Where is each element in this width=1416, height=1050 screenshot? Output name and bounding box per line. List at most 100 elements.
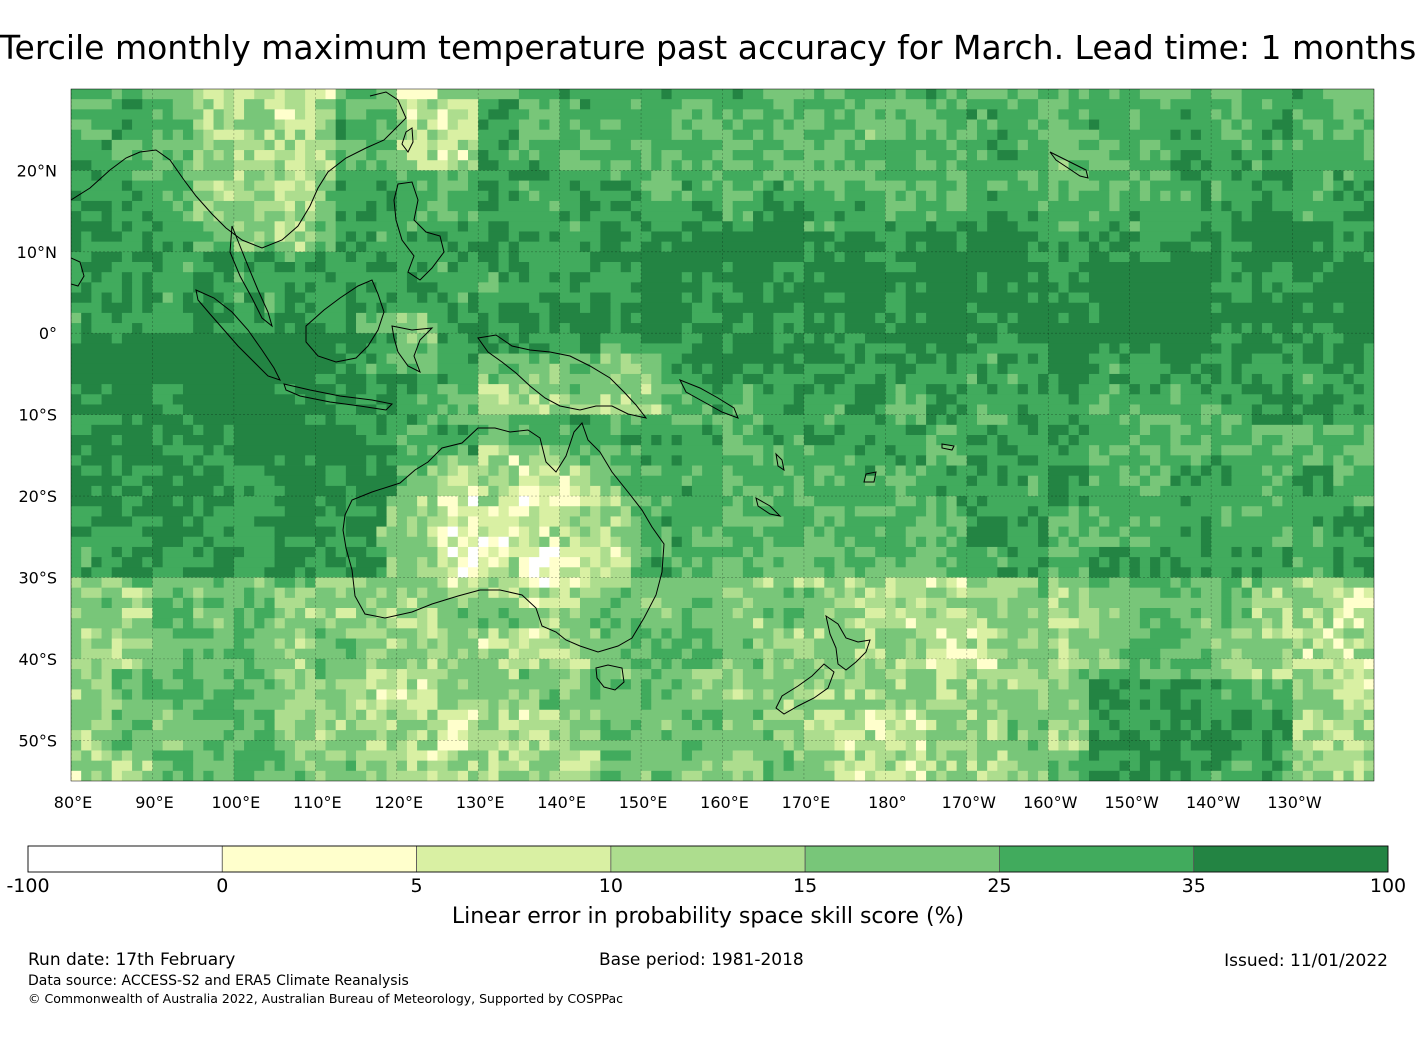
- skill-cell: [325, 190, 387, 202]
- skill-cell: [213, 129, 245, 141]
- skill-cell: [559, 618, 591, 629]
- skill-cell: [1109, 200, 1120, 212]
- skill-cell: [1017, 658, 1029, 670]
- skill-cell: [386, 200, 398, 212]
- skill-cell: [508, 435, 622, 446]
- skill-cell: [1343, 363, 1355, 375]
- skill-cell: [905, 119, 917, 131]
- skill-cell: [437, 180, 469, 192]
- skill-cell: [712, 99, 774, 110]
- skill-cell: [783, 750, 795, 762]
- skill-cell: [386, 231, 408, 243]
- skill-cell: [1017, 638, 1039, 650]
- colorbar-title: Linear error in probability space skill …: [451, 904, 965, 929]
- skill-cell: [865, 139, 947, 151]
- skill-cell: [976, 770, 988, 781]
- skill-cell: [1353, 231, 1365, 243]
- skill-cell: [1211, 526, 1283, 538]
- skill-cell: [579, 343, 601, 354]
- skill-cell: [824, 577, 846, 589]
- skill-cell: [956, 638, 968, 650]
- skill-cell: [549, 770, 591, 781]
- skill-cell: [356, 312, 367, 324]
- skill-cell: [1058, 221, 1080, 232]
- skill-cell: [885, 190, 896, 202]
- skill-cell: [305, 180, 316, 192]
- skill-cell: [773, 608, 784, 619]
- skill-cell: [488, 323, 520, 334]
- skill-cell: [182, 302, 214, 314]
- skill-cell: [824, 587, 835, 599]
- coastline-sumatra: [195, 289, 281, 381]
- skill-cell: [81, 770, 92, 781]
- skill-cell: [529, 536, 540, 548]
- skill-cell: [610, 485, 622, 497]
- skill-cell: [427, 200, 449, 212]
- skill-cell: [406, 363, 418, 375]
- skill-cell: [1333, 689, 1365, 700]
- skill-cell: [274, 221, 286, 232]
- skill-cell: [386, 638, 398, 650]
- skill-cell: [233, 160, 275, 171]
- skill-cell: [976, 282, 988, 293]
- skill-cell: [417, 526, 428, 538]
- skill-cell: [1211, 180, 1222, 192]
- skill-cell: [1017, 221, 1059, 232]
- skill-cell: [1312, 770, 1334, 781]
- skill-cell: [844, 109, 856, 120]
- skill-cell: [641, 638, 652, 650]
- skill-cell: [1180, 384, 1202, 395]
- skill-cell: [1353, 129, 1365, 141]
- skill-cell: [579, 221, 601, 232]
- skill-cell: [946, 129, 958, 141]
- skill-cell: [1017, 770, 1029, 781]
- skill-cell: [1068, 496, 1080, 507]
- skill-cell: [539, 445, 550, 456]
- skill-cell: [1017, 353, 1029, 365]
- skill-cell: [132, 282, 143, 293]
- skill-cell: [742, 373, 764, 385]
- skill-cell: [213, 190, 225, 202]
- skill-cell: [244, 99, 265, 110]
- skill-cell: [966, 180, 988, 192]
- skill-cell: [1048, 557, 1090, 568]
- skill-cell: [549, 536, 561, 548]
- skill-cell: [1190, 526, 1202, 538]
- skill-cell: [803, 150, 846, 161]
- skill-cell: [702, 719, 713, 731]
- skill-cell: [172, 150, 184, 161]
- skill-cell: [1129, 577, 1171, 589]
- skill-cell: [356, 648, 367, 660]
- skill-cell: [81, 587, 102, 599]
- skill-cell: [1139, 170, 1151, 181]
- skill-cell: [91, 272, 102, 283]
- skill-cell: [1078, 750, 1090, 762]
- skill-cell: [264, 669, 275, 680]
- skill-cell: [244, 221, 275, 232]
- skill-cell: [773, 384, 795, 395]
- skill-cell: [1088, 119, 1100, 131]
- skill-cell: [987, 699, 998, 711]
- skill-cell: [366, 384, 387, 395]
- skill-cell: [844, 180, 866, 192]
- skill-cell: [966, 496, 978, 507]
- skill-cell: [1119, 414, 1131, 426]
- skill-cell: [641, 526, 662, 538]
- skill-cell: [366, 536, 377, 548]
- skill-cell: [1078, 740, 1090, 751]
- skill-cell: [1200, 129, 1222, 141]
- skill-cell: [946, 587, 958, 599]
- skill-cell: [895, 577, 927, 589]
- longitude-label: 100°E: [212, 793, 261, 812]
- skill-cell: [966, 679, 978, 690]
- skill-cell: [335, 99, 347, 110]
- skill-cell: [335, 109, 347, 120]
- skill-cell: [569, 628, 591, 639]
- skill-cell: [1068, 272, 1080, 283]
- skill-cell: [1099, 231, 1110, 243]
- skill-cell: [1302, 333, 1314, 344]
- skill-cell: [274, 740, 296, 751]
- skill-cell: [579, 99, 591, 110]
- skill-cell: [193, 119, 204, 131]
- skill-cell: [1231, 363, 1243, 375]
